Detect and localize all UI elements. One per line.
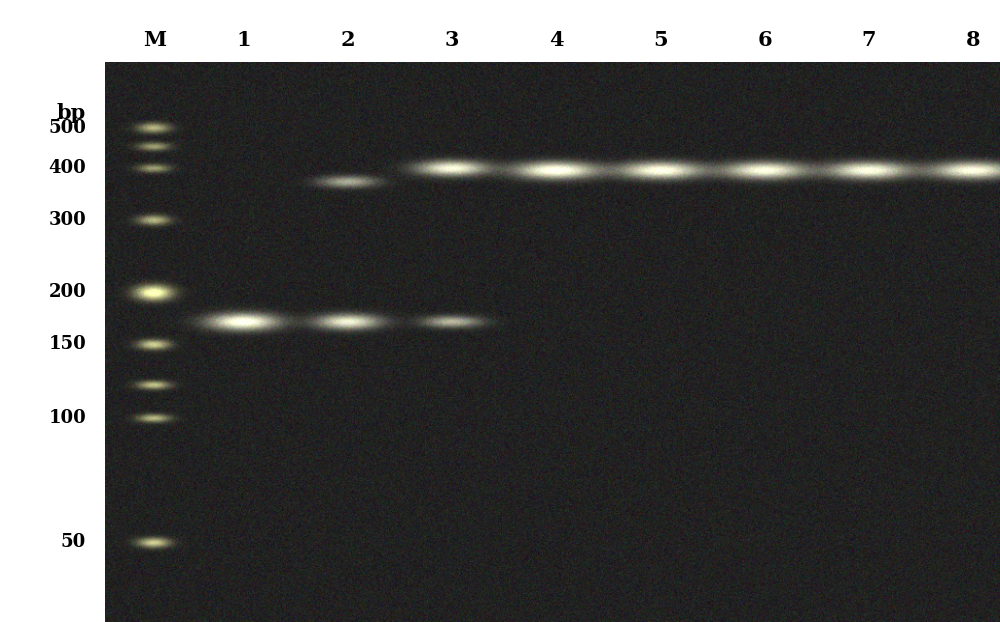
Text: 6: 6 xyxy=(757,30,772,50)
Text: M: M xyxy=(143,30,166,50)
Text: 50: 50 xyxy=(61,533,86,551)
Text: 500: 500 xyxy=(48,119,86,136)
Text: 1: 1 xyxy=(236,30,251,50)
Text: 3: 3 xyxy=(445,30,459,50)
Text: 100: 100 xyxy=(48,409,86,427)
Text: 400: 400 xyxy=(48,159,86,177)
Text: 8: 8 xyxy=(966,30,980,50)
Text: 4: 4 xyxy=(549,30,564,50)
Text: 5: 5 xyxy=(653,30,668,50)
Text: 2: 2 xyxy=(341,30,355,50)
Text: 7: 7 xyxy=(862,30,876,50)
Text: bp: bp xyxy=(57,103,86,123)
Text: 200: 200 xyxy=(48,284,86,301)
Text: 300: 300 xyxy=(48,211,86,229)
Text: 150: 150 xyxy=(48,335,86,353)
